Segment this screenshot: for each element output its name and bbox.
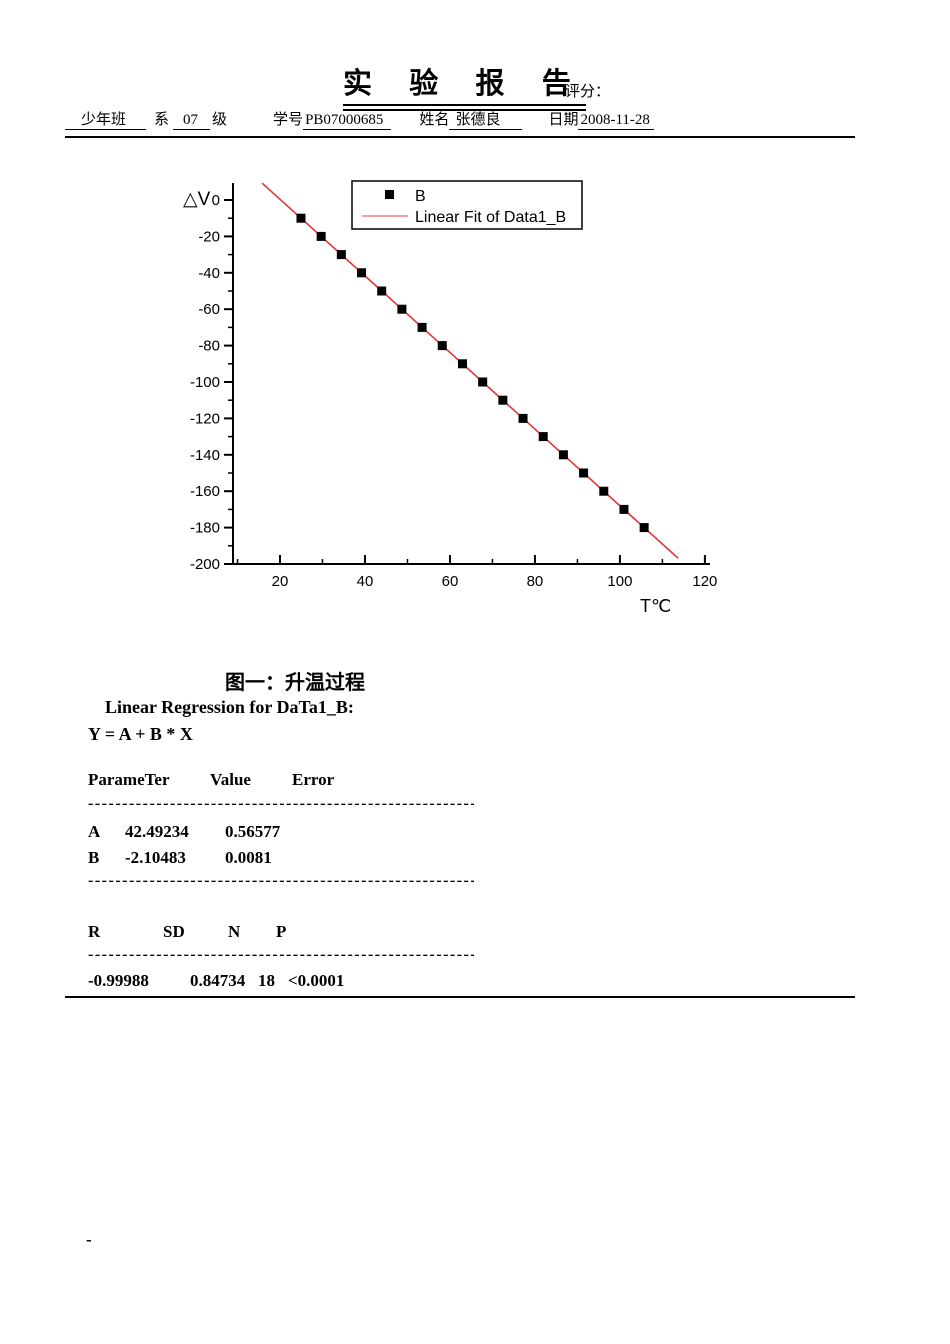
stat-sd: 0.84734 [190, 971, 246, 990]
scatter-plot-svg: 20 40 60 80 100 120 0 -20 -40 -60 -80 -100 -120 -140 -… [183, 180, 717, 616]
data-points [296, 213, 649, 533]
svg-text:Linear Fit of Data1_B: Linear Fit of Data1_B [415, 209, 566, 226]
stat-r: -0.99988 [88, 971, 149, 990]
svg-text:-80: -80 [198, 338, 220, 355]
score-label: 评分： [565, 84, 611, 100]
data-point-marker [296, 213, 306, 223]
x-axis-label: T℃ [640, 596, 671, 616]
grade-label: 级 [212, 112, 228, 128]
data-point-marker [437, 341, 447, 351]
bottom-divider [65, 996, 855, 998]
svg-text:-120: -120 [190, 410, 220, 427]
date-field: 2008-11-28 [578, 112, 654, 130]
param-row-b: B -2.10483 0.0081 [88, 848, 272, 868]
svg-text:-20: -20 [198, 228, 220, 245]
param-header-error: Error [292, 770, 335, 789]
regression-heading: Linear Regression for DaTa1_B: [105, 697, 354, 717]
svg-text:0: 0 [212, 192, 220, 209]
param-header-value: Value [210, 770, 251, 789]
legend-square-marker [385, 190, 394, 199]
dashed-divider: ----------------------------------------… [88, 799, 474, 811]
dept-label: 系 [154, 112, 170, 128]
data-point-marker [397, 304, 407, 314]
data-point-marker [457, 359, 467, 369]
figure-caption: 图一：升温过程 [225, 672, 365, 694]
data-point-marker [538, 432, 548, 442]
data-point-marker [336, 250, 346, 260]
stats-header-sd: SD [163, 922, 185, 941]
stats-header-r: R [88, 922, 101, 941]
title-underline: 实 验 报 告 [343, 60, 586, 111]
student-id-label: 学号 [273, 112, 304, 128]
stats-value-row: -0.99988 0.84734 18 <0.0001 [88, 971, 344, 991]
stats-header-n: N [228, 922, 241, 941]
class-field: 少年班 [65, 108, 147, 130]
data-point-marker [357, 268, 367, 278]
param-header-name: ParameTer [88, 770, 170, 789]
svg-text:120: 120 [692, 573, 717, 590]
student-id-field: PB07000685 [303, 112, 392, 130]
name-label: 姓名 [419, 112, 450, 128]
param-value: -2.10483 [125, 848, 186, 867]
data-point-marker [316, 231, 326, 241]
axes [232, 183, 710, 565]
param-error: 0.56577 [225, 822, 281, 841]
param-value: 42.49234 [125, 822, 189, 841]
svg-text:20: 20 [272, 573, 289, 590]
param-name: B [88, 848, 100, 867]
data-point-marker [639, 523, 649, 533]
dashed-divider: ----------------------------------------… [88, 876, 474, 888]
data-point-marker [518, 413, 528, 423]
param-row-a: A 42.49234 0.56577 [88, 822, 280, 842]
fit-line [261, 182, 679, 559]
dashed-divider: ----------------------------------------… [88, 950, 474, 962]
svg-text:B: B [415, 188, 426, 205]
chart: 20 40 60 80 100 120 0 -20 -40 -60 -80 -100 -120 -140 -… [178, 172, 723, 622]
param-header-row: ParameTer Value Error [88, 770, 334, 790]
data-point-marker [478, 377, 488, 387]
axis-titles: △V T℃ [183, 189, 671, 616]
page-title: 实 验 报 告 [343, 60, 586, 106]
name-field: 张德良 [449, 108, 523, 130]
svg-text:-60: -60 [198, 301, 220, 318]
report-title-wrap: 实 验 报 告 [343, 60, 586, 111]
data-point-marker [417, 322, 427, 332]
svg-text:-160: -160 [190, 483, 220, 500]
data-point-marker [579, 468, 589, 478]
y-axis-ticks: 0 -20 -40 -60 -80 -100 -120 -140 -160 -180 -200 [190, 192, 233, 573]
stat-p: <0.0001 [288, 971, 345, 990]
header-divider [65, 136, 855, 138]
data-point-marker [599, 486, 609, 496]
svg-text:-180: -180 [190, 520, 220, 537]
footer-dash: - [86, 1230, 92, 1249]
grade-field: 07 [173, 112, 211, 130]
svg-text:-200: -200 [190, 556, 220, 573]
data-point-marker [377, 286, 387, 296]
data-point-marker [558, 450, 568, 460]
data-point-marker [619, 504, 629, 514]
date-label: 日期 [548, 112, 579, 128]
svg-text:100: 100 [607, 573, 632, 590]
legend: B Linear Fit of Data1_B [351, 180, 583, 230]
student-info-line: 少年班系 07 级 学号 PB07000685 姓名 张德良 日期 2008-11-28 [65, 108, 654, 130]
data-point-marker [498, 395, 508, 405]
svg-text:-140: -140 [190, 447, 220, 464]
stats-header-row: R SD N P [88, 922, 286, 942]
param-error: 0.0081 [225, 848, 272, 867]
stat-n: 18 [258, 971, 275, 990]
regression-equation: Y = A + B * X [88, 724, 193, 744]
svg-text:-40: -40 [198, 265, 220, 282]
param-name: A [88, 822, 101, 841]
y-axis-label: △V [183, 189, 211, 210]
svg-text:60: 60 [442, 573, 459, 590]
svg-text:40: 40 [357, 573, 374, 590]
stats-header-p: P [276, 922, 287, 941]
svg-text:80: 80 [527, 573, 544, 590]
x-axis-ticks: 20 40 60 80 100 120 [236, 555, 717, 590]
svg-text:-100: -100 [190, 374, 220, 391]
